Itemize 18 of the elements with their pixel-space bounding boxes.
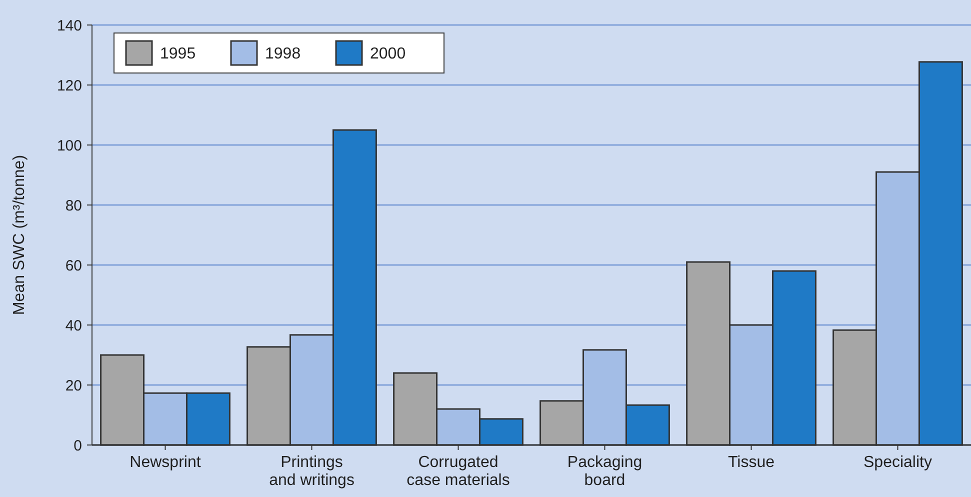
y-tick-label: 20	[65, 377, 82, 394]
y-tick-label: 80	[65, 197, 82, 214]
y-tick-label: 0	[74, 437, 82, 454]
y-axis-title: Mean SWC (m³/tonne)	[11, 154, 28, 316]
x-tick-label: Packaging board	[567, 454, 642, 489]
x-tick-label: Speciality	[864, 454, 932, 471]
x-tick-label: Newsprint	[130, 454, 202, 471]
legend-label: 2000	[370, 46, 406, 63]
y-tick-label: 60	[65, 257, 82, 274]
y-tick-label: 40	[65, 317, 82, 334]
y-tick-label: 140	[56, 17, 82, 34]
x-tick-label: Corrugated case materials	[406, 454, 510, 489]
legend-label: 1998	[265, 46, 301, 63]
y-tick-label: 120	[56, 77, 82, 94]
legend-label: 1995	[160, 46, 196, 63]
x-tick-label: Printings and writings	[269, 454, 354, 489]
x-tick-label: Tissue	[728, 454, 775, 471]
y-tick-label: 100	[56, 137, 82, 154]
